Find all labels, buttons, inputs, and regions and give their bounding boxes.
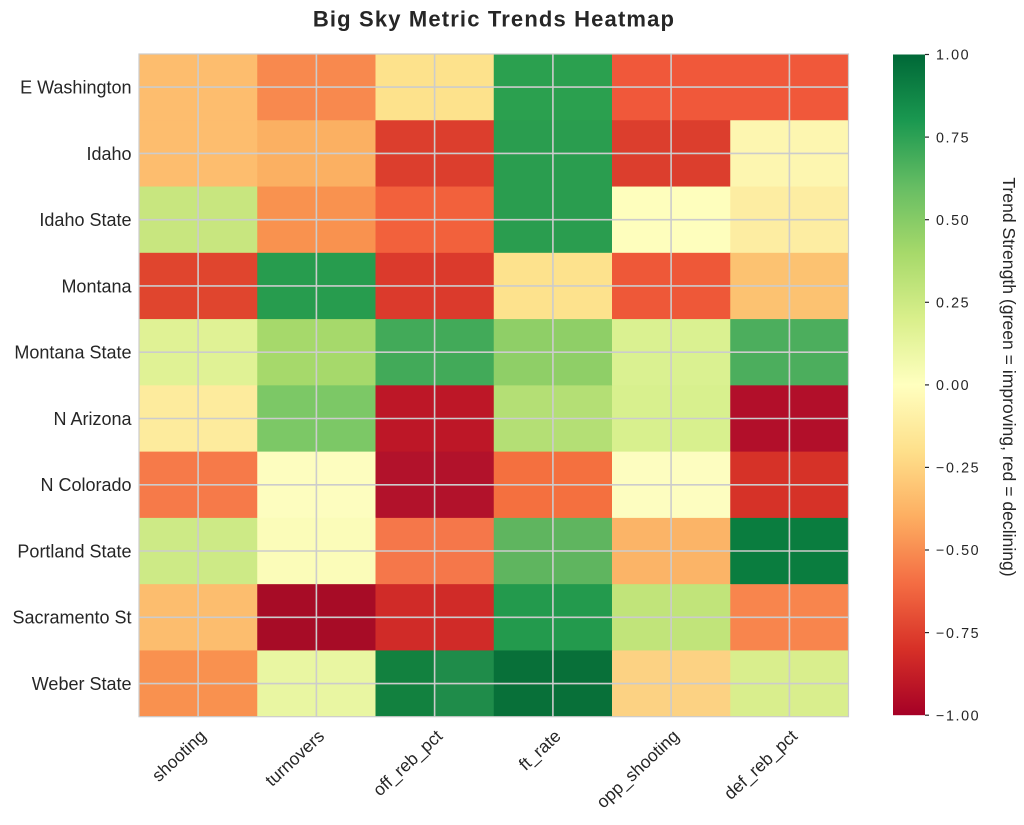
svg-text:0.25: 0.25: [936, 296, 970, 312]
svg-text:Montana: Montana: [61, 276, 132, 296]
svg-text:Weber State: Weber State: [32, 674, 132, 694]
svg-text:Portland State: Portland State: [17, 541, 131, 561]
svg-text:N Colorado: N Colorado: [40, 475, 131, 495]
svg-text:−0.50: −0.50: [936, 543, 980, 559]
svg-text:E Washington: E Washington: [20, 78, 131, 98]
svg-text:−1.00: −1.00: [936, 708, 980, 724]
svg-text:0.00: 0.00: [936, 378, 970, 394]
svg-text:N Arizona: N Arizona: [53, 409, 132, 429]
svg-text:−0.75: −0.75: [936, 626, 980, 642]
svg-text:Montana State: Montana State: [14, 343, 131, 363]
svg-text:Trend Strength (green = improv: Trend Strength (green = improving, red =…: [999, 177, 1019, 576]
svg-text:Idaho State: Idaho State: [39, 210, 131, 230]
svg-text:−0.25: −0.25: [936, 461, 980, 477]
svg-text:Idaho: Idaho: [86, 144, 131, 164]
svg-text:1.00: 1.00: [936, 48, 970, 64]
svg-text:Big Sky Metric Trends Heatmap: Big Sky Metric Trends Heatmap: [313, 7, 675, 32]
svg-text:Sacramento St: Sacramento St: [12, 608, 131, 628]
svg-text:0.75: 0.75: [936, 130, 970, 146]
svg-text:0.50: 0.50: [936, 213, 970, 229]
